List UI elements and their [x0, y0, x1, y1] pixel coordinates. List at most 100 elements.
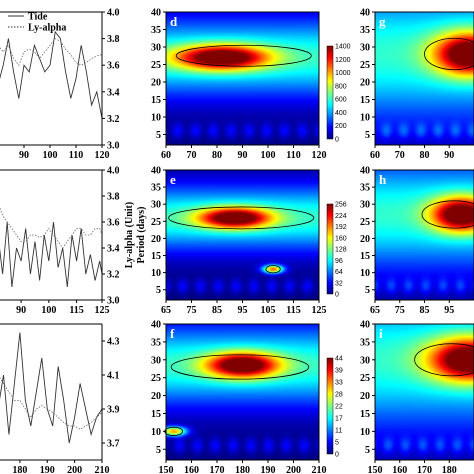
panel-g-ytick-label: 5 [365, 130, 370, 141]
panel-f-contour [170, 354, 310, 380]
panel-f-ytick-label: 15 [151, 409, 161, 420]
panel-f-xtick-label: 170 [210, 465, 225, 474]
panel-d-xtick-label: 80 [212, 150, 222, 161]
panel-e-colorbar-tick: 32 [335, 280, 343, 287]
panel-d-letter: d [170, 14, 178, 29]
panel-d-colorbar-tick: 1200 [335, 57, 351, 64]
panel-f-xtick-label: 180 [235, 465, 250, 474]
panel-e-xtick-label: 75 [187, 305, 197, 316]
panel-e-ytick-label: 30 [151, 200, 161, 211]
panel-f-xtick-label: 160 [184, 465, 199, 474]
ts-bottom-xtick-label: 180 [12, 465, 27, 474]
panel-e-letter: e [170, 172, 176, 187]
panel-d-colorbar-tick: 400 [335, 110, 347, 117]
ts-bottom-ytick-label: 4.1 [107, 371, 120, 382]
panel-d-contour [175, 44, 312, 67]
panel-e-contour [168, 206, 315, 230]
ts-middle-series-ly-alpha [0, 206, 103, 249]
panel-d-colorbar-tick: 1400 [335, 44, 351, 51]
panel-e-ytick-label: 15 [151, 251, 161, 262]
ts-top-series-tide [0, 30, 103, 119]
panel-f-colorbar-tick: 33 [335, 380, 343, 387]
panel-f-colorbar [326, 357, 334, 455]
panel-g-ytick-label: 40 [360, 8, 370, 19]
panel-f-ytick-label: 10 [151, 427, 161, 438]
panel-d-ytick-label: 30 [151, 43, 161, 54]
panel-g-ytick-label: 35 [360, 25, 370, 36]
panel-h-ytick-label: 25 [360, 217, 370, 228]
panel-e-ylabel: Period (days) [136, 207, 147, 264]
ts-bottom-ytick-label: 4.3 [107, 337, 120, 348]
panel-f-ytick-label: 30 [151, 355, 161, 366]
ts-middle-ytick-label: 3.2 [107, 270, 120, 281]
ts-bottom-ytick-label: 3.7 [107, 439, 120, 450]
panel-e-colorbar-tick: 160 [335, 235, 347, 242]
panel-g-ytick-label: 30 [360, 43, 370, 54]
panel-e-colorbar-tick: 64 [335, 269, 343, 276]
ts-top-ytick-label: 3.2 [107, 114, 120, 125]
ts-bottom-xtick-label: 210 [95, 465, 110, 474]
panel-i-ytick-label: 40 [360, 320, 370, 331]
panel-i-ytick-label: 10 [360, 427, 370, 438]
panel-g-xtick-label: 60 [370, 150, 380, 161]
panel-g-ytick-label: 15 [360, 95, 370, 106]
panel-g-xtick-label: 80 [420, 150, 430, 161]
panel-f-xtick-label: 150 [159, 465, 174, 474]
panel-d-ytick-label: 15 [151, 95, 161, 106]
panel-e-xtick-label: 85 [212, 305, 222, 316]
panel-d-ytick-label: 40 [151, 8, 161, 19]
ts-middle-xtick-label: 90 [16, 305, 26, 316]
panel-g-xtick-label: 90 [444, 150, 454, 161]
panel-d-xtick-label: 120 [312, 150, 327, 161]
panel-f-colorbar-tick: 28 [335, 392, 343, 399]
ts-top-ytick-label: 3.8 [107, 34, 120, 45]
panel-d-colorbar-tick: 0 [335, 137, 339, 144]
panel-e-colorbar-tick: 128 [335, 247, 347, 254]
panel-d-ytick-label: 10 [151, 113, 161, 124]
panel-f-colorbar-tick: 39 [335, 368, 343, 375]
panel-f-ytick-label: 40 [151, 320, 161, 331]
panel-i-xtick-label: 170 [417, 465, 432, 474]
panel-d-colorbar-tick: 1000 [335, 70, 351, 77]
ts-middle-ytick-label: 3.6 [107, 218, 120, 229]
ts-top-xtick-label: 110 [69, 150, 83, 161]
panel-i-ytick-label: 30 [360, 355, 370, 366]
panel-h-ytick-label: 5 [365, 285, 370, 296]
ts-middle-xtick-label: 100 [41, 305, 56, 316]
ts-top-xtick-label: 100 [43, 150, 58, 161]
ts-top-ytick-label: 3.6 [107, 61, 120, 72]
panel-d-ytick-label: 20 [151, 78, 161, 89]
panel-g-ytick-label: 25 [360, 60, 370, 71]
ts-bottom-ytick-label: 3.9 [107, 405, 120, 416]
panel-i-ytick-label: 15 [360, 409, 370, 420]
panel-g: g 60 70 80 90 5 10 15 20 25 30 35 40 [360, 8, 474, 161]
panel-f: f150160170180190200210510152025303540Day… [151, 320, 343, 474]
panel-h-ytick-label: 10 [360, 268, 370, 279]
ts-bottom-xtick-label: 200 [67, 465, 82, 474]
panel-e-colorbar-tick: 224 [335, 213, 347, 220]
panel-d-colorbar [326, 45, 334, 140]
ts-bottom: 180 190 200 210 3.7 3.9 4.1 4.3 [0, 323, 120, 474]
panel-f-xtick-label: 200 [286, 465, 301, 474]
panel-h-xtick-label: 85 [420, 305, 430, 316]
panel-f-ytick-label: 5 [156, 445, 161, 456]
panel-e: e 65 75 85 95 105 115 125 5 10 15 20 25 30 35 40 Period … [136, 166, 347, 317]
ts-top-ytick-label: 3.4 [107, 87, 120, 98]
panel-g-field [375, 12, 474, 145]
panel-e-colorbar [326, 203, 334, 295]
panel-f-ytick-label: 35 [151, 337, 161, 348]
panel-e-ytick-label: 5 [156, 285, 161, 296]
ts-top-ytick-label: 4.0 [107, 8, 120, 19]
panel-e-colorbar-tick: 256 [335, 202, 347, 209]
ts-bottom-xtick-label: 190 [40, 465, 55, 474]
panel-d-xtick-label: 90 [238, 150, 248, 161]
panel-e-ytick-label: 25 [151, 217, 161, 228]
ts-top-xtick-label: 120 [95, 150, 110, 161]
panel-f-colorbar-tick: 0 [335, 452, 339, 459]
ts-top-series-ly-alpha [0, 38, 103, 66]
panel-e-xtick-label: 125 [312, 305, 327, 316]
panel-h-field [375, 170, 474, 300]
